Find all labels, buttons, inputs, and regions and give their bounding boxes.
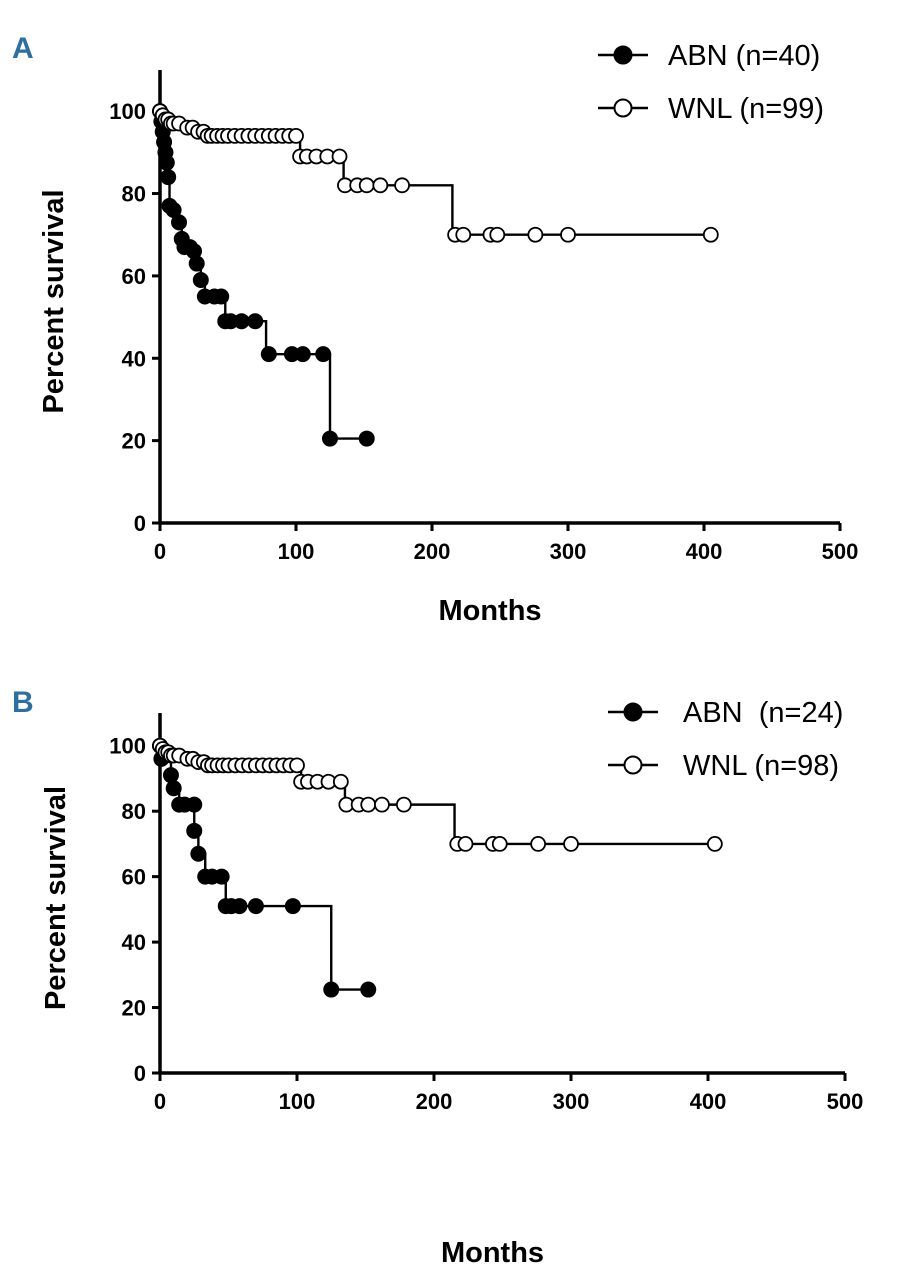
- wnl-data-point: [374, 796, 390, 813]
- y-tick-label: 60: [122, 865, 146, 890]
- y-tick-label: 40: [122, 346, 146, 371]
- wnl-data-point: [288, 127, 304, 144]
- abn-data-point: [160, 169, 177, 186]
- x-tick-label: 200: [416, 1089, 453, 1114]
- legend-label: WNL (n=98): [683, 750, 839, 782]
- abn-data-point: [260, 346, 277, 363]
- abn-data-point: [213, 868, 230, 885]
- abn-data-point: [358, 430, 375, 447]
- legend-label: WNL (n=99): [668, 93, 824, 125]
- panel-label: B: [12, 686, 34, 719]
- wnl-data-point: [706, 836, 723, 852]
- x-axis-title: Months: [438, 595, 541, 627]
- y-axis-title: Percent survival: [38, 189, 70, 413]
- abn-data-point: [294, 346, 311, 363]
- wnl-data-point: [289, 757, 305, 774]
- y-tick-label: 0: [134, 511, 146, 536]
- series-abn: ABN (n=40): [152, 40, 820, 447]
- series-wnl: WNL (n=99): [152, 93, 824, 243]
- x-tick-label: 200: [414, 539, 451, 564]
- abn-data-point: [192, 272, 209, 289]
- abn-data-point: [171, 214, 188, 231]
- x-tick-label: 300: [553, 1089, 590, 1114]
- wnl-data-point: [527, 226, 544, 243]
- x-tick-label: 400: [690, 1089, 727, 1114]
- wnl-data-point: [332, 773, 349, 790]
- x-tick-label: 0: [154, 1089, 166, 1114]
- wnl-data-point: [489, 226, 506, 243]
- abn-data-point: [213, 288, 230, 305]
- x-tick-label: 100: [279, 1089, 316, 1114]
- wnl-data-point: [563, 836, 579, 852]
- y-axis-title: Percent survival: [40, 786, 72, 1010]
- x-tick-label: 0: [154, 539, 166, 564]
- legend-marker: [613, 45, 633, 65]
- x-tick-label: 400: [686, 539, 723, 564]
- x-tick-label: 300: [550, 539, 587, 564]
- legend-marker: [623, 702, 643, 722]
- y-tick-label: 60: [122, 264, 146, 289]
- abn-data-point: [323, 981, 340, 998]
- abn-data-point: [158, 154, 175, 171]
- x-tick-label: 100: [278, 539, 315, 564]
- wnl-data-point: [358, 177, 375, 194]
- panel-a: A 0 100 200 300 400 500 0 20 40 60 80 100 Months Perce…: [12, 32, 858, 627]
- abn-data-point: [233, 313, 250, 330]
- y-tick-label: 100: [109, 734, 146, 759]
- x-tick-label: 500: [822, 539, 859, 564]
- y-tick-label: 20: [122, 429, 146, 454]
- wnl-data-point: [394, 177, 410, 194]
- wnl-data-point: [702, 226, 719, 243]
- y-tick-label: 20: [122, 996, 146, 1021]
- abn-data-point: [186, 822, 203, 839]
- x-tick-label: 500: [827, 1089, 864, 1114]
- legend-label: ABN (n=40): [668, 40, 820, 72]
- series-abn: ABN (n=24): [152, 697, 843, 998]
- abn-data-point: [247, 898, 264, 915]
- legend-marker: [613, 98, 633, 118]
- y-tick-label: 80: [122, 799, 146, 824]
- abn-data-point: [162, 767, 179, 784]
- wnl-data-point: [372, 177, 389, 194]
- abn-data-point: [186, 796, 203, 813]
- panel-b: B 0 100 200 300 400 500 0 20 40 60 80 100 Months Perce…: [12, 686, 863, 1269]
- wnl-data-point: [530, 836, 547, 852]
- abn-data-point: [315, 346, 332, 363]
- x-axis-title: Months: [441, 1237, 544, 1269]
- y-tick-label: 80: [122, 182, 146, 207]
- wnl-data-point: [560, 226, 576, 243]
- series-wnl: WNL (n=98): [152, 737, 839, 852]
- wnl-data-point: [331, 148, 348, 165]
- abn-data-point: [165, 780, 182, 797]
- abn-data-point: [284, 898, 301, 915]
- wnl-data-point: [455, 226, 472, 243]
- wnl-data-point: [360, 796, 377, 813]
- wnl-data-point: [491, 836, 508, 852]
- y-tick-label: 40: [122, 930, 146, 955]
- abn-data-point: [322, 430, 338, 447]
- abn-data-point: [360, 981, 377, 998]
- legend-label: ABN (n=24): [683, 697, 843, 729]
- abn-data-point: [188, 255, 205, 272]
- abn-data-point: [190, 845, 207, 862]
- y-tick-label: 0: [134, 1061, 146, 1086]
- y-tick-label: 100: [109, 99, 146, 124]
- abn-data-point: [247, 313, 264, 330]
- wnl-data-point: [457, 836, 474, 852]
- legend-marker: [623, 755, 643, 775]
- wnl-data-point: [395, 796, 412, 813]
- abn-data-point: [231, 898, 248, 915]
- panel-label: A: [12, 32, 34, 65]
